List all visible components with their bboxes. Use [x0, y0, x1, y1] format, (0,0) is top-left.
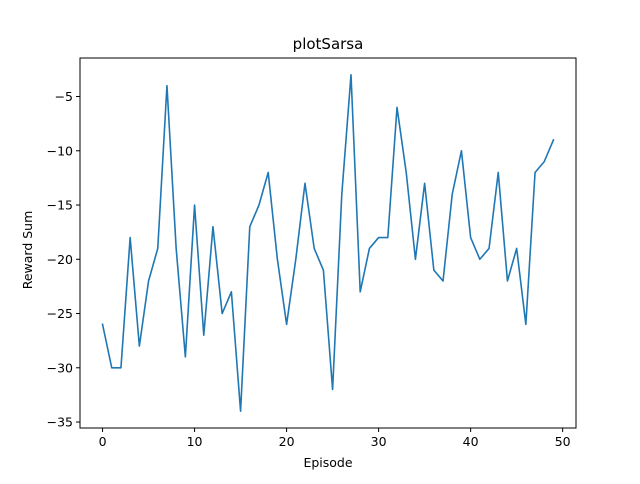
x-tick-label: 10 — [187, 434, 203, 449]
plot-area — [101, 74, 555, 412]
series-line — [101, 74, 555, 412]
y-tick-label: −10 — [47, 143, 73, 158]
y-axis-ticks: −35 −30 −25 −20 −15 −10 −5 — [47, 89, 80, 430]
x-tick-label: 0 — [99, 434, 107, 449]
axes-frame — [79, 57, 577, 429]
y-tick-label: −25 — [47, 306, 73, 321]
y-tick-label: −5 — [55, 89, 73, 104]
x-axis-label: Episode — [303, 455, 352, 470]
y-tick-label: −15 — [47, 198, 73, 213]
y-tick-label: −35 — [47, 415, 73, 430]
y-tick-label: −20 — [47, 252, 73, 267]
x-tick-label: 20 — [279, 434, 295, 449]
y-tick-label: −30 — [47, 360, 73, 375]
chart-title: plotSarsa — [293, 35, 364, 53]
x-tick-label: 30 — [371, 434, 387, 449]
x-axis-ticks: 0 10 20 30 40 50 — [99, 428, 571, 449]
x-tick-label: 40 — [463, 434, 479, 449]
x-tick-label: 50 — [555, 434, 571, 449]
y-axis-label: Reward Sum — [20, 211, 35, 290]
